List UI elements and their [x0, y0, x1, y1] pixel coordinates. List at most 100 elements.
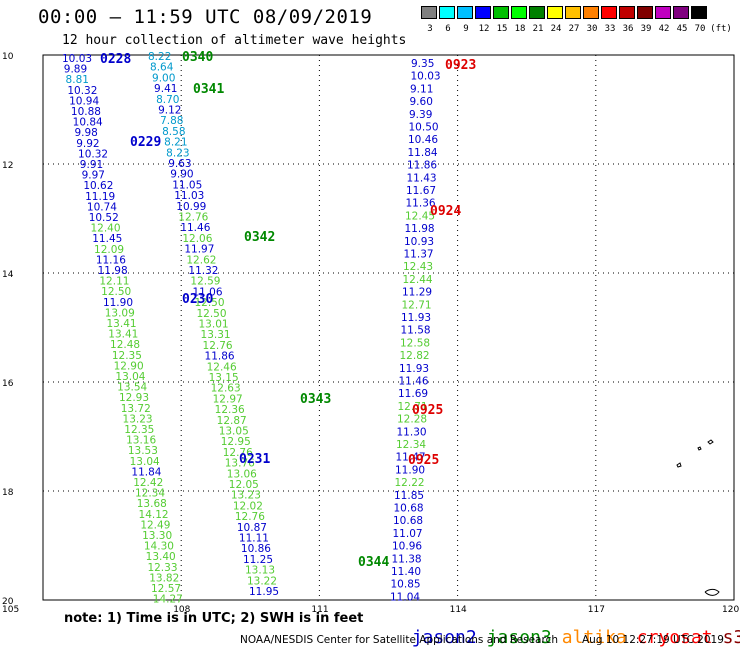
legend-cryosat: cryosat — [636, 627, 713, 648]
wave-height-value: 9.89 — [64, 64, 87, 76]
wave-height-value: 10.93 — [404, 236, 434, 248]
wave-height-value: 12.11 — [99, 276, 129, 288]
pass-number-label: 0924 — [430, 204, 461, 219]
wave-height-value: 12.62 — [186, 254, 216, 266]
wave-height-value: 11.98 — [405, 223, 435, 235]
wave-height-value: 12.50 — [194, 297, 224, 309]
wave-height-value: 9.97 — [82, 170, 105, 182]
wave-height-value: 13.23 — [123, 413, 153, 425]
wave-height-value: 13.06 — [227, 468, 257, 480]
wave-height-value: 10.99 — [176, 201, 206, 213]
wave-height-value: 13.53 — [128, 445, 158, 457]
wave-height-value: 9.11 — [410, 83, 433, 95]
wave-height-value: 12.71 — [398, 401, 428, 413]
wave-height-value: 8.70 — [156, 94, 179, 106]
wave-height-value: 8.81 — [66, 74, 89, 86]
wave-height-value: 13.41 — [107, 318, 137, 330]
wave-height-value: 12.34 — [396, 439, 426, 451]
pass-number-label: 0925 — [408, 453, 439, 468]
pass-number-label: 0231 — [239, 452, 270, 467]
wave-height-value: 12.48 — [110, 339, 140, 351]
color-scale-label: 9 — [463, 24, 469, 34]
wave-height-value: 11.30 — [397, 426, 427, 438]
color-scale-swatch — [691, 6, 707, 19]
wave-height-value: 12.28 — [397, 414, 427, 426]
color-scale-swatch — [565, 6, 581, 19]
wave-height-value: 13.04 — [130, 456, 160, 468]
longitude-tick-label: 114 — [450, 605, 467, 615]
color-scale-label: 15 — [496, 24, 508, 34]
legend-s3a: s3a — [722, 627, 740, 648]
wave-height-value: 13.05 — [219, 426, 249, 438]
wave-height-value: 9.12 — [158, 105, 181, 117]
wave-height-value: 10.03 — [411, 71, 441, 83]
wave-height-value: 10.46 — [408, 134, 438, 146]
color-scale-label: 12 — [478, 24, 490, 34]
latitude-tick-label: 10 — [2, 52, 14, 62]
color-scale-label: 6 — [445, 24, 451, 34]
pass-number-label: 0344 — [358, 555, 389, 570]
color-scale-swatch — [601, 6, 617, 19]
pass-number-label: 0229 — [130, 135, 161, 150]
color-scale-label: 30 — [586, 24, 598, 34]
wave-height-value: 12.82 — [400, 350, 430, 362]
pass-number-label: 0923 — [445, 58, 476, 73]
longitude-tick-label: 111 — [311, 605, 328, 615]
wave-height-value: 9.60 — [410, 96, 433, 108]
color-scale-label: 39 — [640, 24, 652, 34]
satellite-legend: jason2 jason3 altika cryosat s3a — [390, 606, 740, 648]
wave-height-value: 11.93 — [399, 363, 429, 375]
wave-height-value: 12.34 — [135, 488, 165, 500]
wave-height-value: 13.40 — [146, 551, 176, 563]
wave-height-value: 13.72 — [121, 403, 151, 415]
note-text: note: 1) Time is in UTC; 2) SWH is in fe… — [64, 611, 364, 626]
wave-height-value: 12.95 — [221, 436, 251, 448]
altimeter-track-a: 10.039.898.8110.3210.9410.8810.849.989.9… — [62, 53, 183, 606]
color-scale-unit: (ft) — [710, 24, 732, 34]
wave-height-value: 12.76 — [223, 447, 253, 459]
wave-height-value: 12.76 — [203, 340, 233, 352]
wave-height-value: 9.90 — [170, 169, 193, 181]
wave-height-value: 11.03 — [174, 190, 204, 202]
longitude-tick-label: 108 — [173, 605, 190, 615]
wave-height-value: 12.44 — [403, 274, 433, 286]
wave-height-value: 12.06 — [182, 233, 212, 245]
wave-height-value: 10.32 — [78, 148, 108, 160]
footer-timestamp: Aug 10 12:27:19 UTC 2019 — [582, 634, 724, 646]
longitude-tick-label: 117 — [588, 605, 605, 615]
wave-height-value: 11.29 — [402, 287, 432, 299]
wave-height-value: 13.76 — [225, 458, 255, 470]
wave-height-value: 11.84 — [408, 147, 438, 159]
wave-height-value: 11.40 — [391, 566, 421, 578]
wave-height-value: 14.12 — [139, 509, 169, 521]
color-scale-label: 33 — [604, 24, 616, 34]
wave-height-value: 12.36 — [215, 404, 245, 416]
wave-height-value: 12.90 — [114, 360, 144, 372]
latitude-tick-label: 16 — [2, 379, 14, 389]
wave-height-value: 11.85 — [394, 490, 424, 502]
wave-height-value: 9.00 — [152, 72, 175, 84]
color-scale-swatch — [529, 6, 545, 19]
wave-height-value: 11.90 — [395, 464, 425, 476]
wave-height-value: 13.68 — [137, 498, 167, 510]
color-scale-label: 70 — [694, 24, 706, 34]
wave-height-value: 10.84 — [73, 117, 103, 129]
color-scale-label: 3 — [427, 24, 433, 34]
wave-height-value: 11.32 — [188, 265, 218, 277]
wave-height-value: 12.50 — [196, 308, 226, 320]
wave-height-value: 9.98 — [74, 127, 97, 139]
wave-height-value: 13.41 — [108, 329, 138, 341]
wave-height-value: 9.92 — [76, 138, 99, 150]
wave-height-value: 11.90 — [103, 297, 133, 309]
wave-height-value: 12.71 — [402, 299, 432, 311]
color-scale-swatch — [421, 6, 437, 19]
altimeter-track-b: 8.228.649.009.418.709.127.888.588.218.23… — [148, 51, 279, 598]
color-scale-swatch — [439, 6, 455, 19]
wave-height-value: 13.16 — [126, 435, 156, 447]
latitude-tick-label: 18 — [2, 488, 14, 498]
pass-number-label: 0342 — [244, 230, 275, 245]
wave-height-value: 11.95 — [249, 586, 279, 598]
axis-tick-labels: 105 108 111 114 117 120 10 12 14 16 18 20 — [2, 52, 739, 615]
pass-number-label: 0228 — [100, 52, 131, 67]
